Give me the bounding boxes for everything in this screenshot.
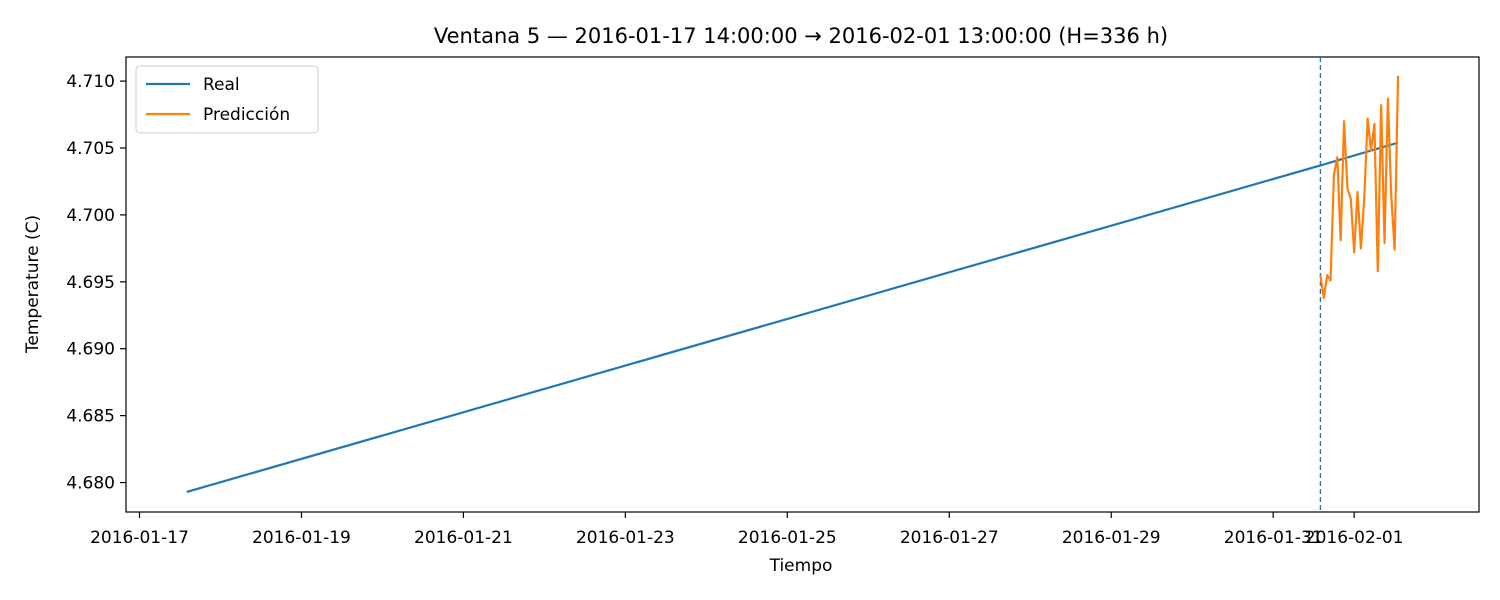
x-tick-label: 2016-01-27 xyxy=(900,528,999,548)
y-tick-label: 4.710 xyxy=(66,72,115,92)
y-tick-label: 4.680 xyxy=(66,474,115,494)
x-tick-label: 2016-01-25 xyxy=(738,528,837,548)
x-tick-label: 2016-01-21 xyxy=(414,528,513,548)
plot-frame xyxy=(125,56,1480,513)
series-line-real xyxy=(186,141,1399,493)
y-tick-label: 4.685 xyxy=(66,407,115,427)
series-line-prediccion xyxy=(1319,75,1400,299)
x-axis-label: Tiempo xyxy=(769,556,833,576)
legend-frame xyxy=(135,65,319,134)
y-tick-label: 4.690 xyxy=(66,340,115,360)
y-tick-label: 4.705 xyxy=(66,139,115,159)
y-tick-label: 4.695 xyxy=(66,273,115,293)
x-tick-label: 2016-02-01 xyxy=(1305,528,1404,548)
legend-label-real: Real xyxy=(203,75,240,95)
x-tick-label: 2016-01-29 xyxy=(1062,528,1161,548)
x-tick-label: 2016-01-19 xyxy=(252,528,351,548)
x-tick-label: 2016-01-17 xyxy=(90,528,189,548)
y-tick-label: 4.700 xyxy=(66,206,115,226)
x-tick-label: 2016-01-31 xyxy=(1224,528,1323,548)
legend: Real Predicción xyxy=(135,65,319,134)
y-axis-label: Temperature (C) xyxy=(23,215,43,354)
legend-label-prediccion: Predicción xyxy=(203,105,290,125)
x-tick-label: 2016-01-23 xyxy=(576,528,675,548)
chart-title: Ventana 5 — 2016-01-17 14:00:00 → 2016-0… xyxy=(434,24,1168,48)
